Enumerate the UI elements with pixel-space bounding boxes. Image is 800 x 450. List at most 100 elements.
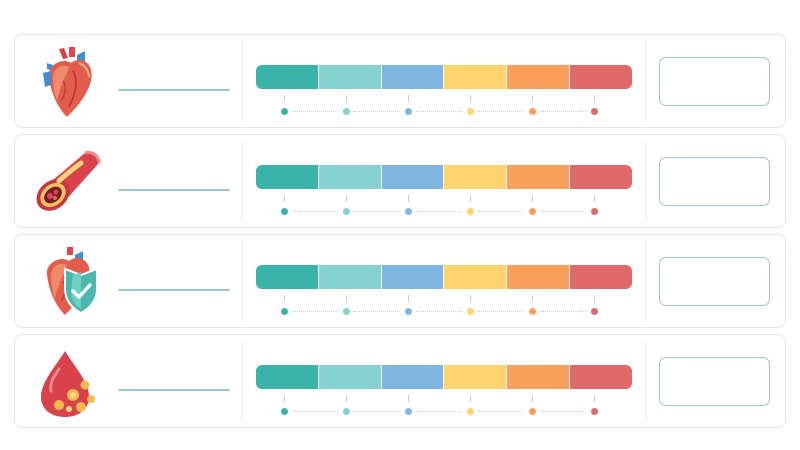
scale-segment-2[interactable] [317,365,381,389]
answer-box[interactable] [659,157,770,206]
column-divider [645,341,646,421]
scale-tick [470,95,472,102]
column-divider [242,241,243,321]
scale-marker-dot-5[interactable] [529,308,537,315]
scale-dotted-connector [478,111,525,112]
risk-scale-markers [256,195,632,219]
scale-marker-dot-2[interactable] [343,208,351,215]
scale-segment-5[interactable] [506,165,570,189]
scale-segment-1[interactable] [256,365,318,389]
scale-marker-dot-1[interactable] [281,308,289,315]
answer-box[interactable] [659,257,770,306]
scale-tick [532,295,534,302]
risk-scale-markers [256,95,632,119]
scale-dotted-connector [292,411,339,412]
scale-dotted-connector [478,211,525,212]
label-blank-line[interactable] [118,89,230,91]
scale-dotted-connector [540,311,587,312]
scale-segment-2[interactable] [317,165,381,189]
column-divider [645,241,646,321]
column-divider [242,41,243,121]
answer-box[interactable] [659,57,770,106]
scale-marker-dot-2[interactable] [343,408,351,415]
scale-tick [408,395,410,402]
heart-shield-icon [29,241,111,323]
label-blank-line[interactable] [118,289,230,291]
scale-segment-6[interactable] [569,265,632,289]
scale-segment-5[interactable] [506,65,570,89]
blood-drop-cholesterol-icon [29,341,111,423]
scale-dotted-connector [540,111,587,112]
scale-marker-dot-4[interactable] [467,308,475,315]
scale-segment-1[interactable] [256,165,318,189]
indicator-row-heart [14,34,786,128]
scale-tick [594,95,596,102]
scale-marker-dot-3[interactable] [405,208,413,215]
scale-marker-dot-4[interactable] [467,408,475,415]
scale-marker-dot-2[interactable] [343,108,351,115]
scale-marker-dot-3[interactable] [405,108,413,115]
scale-marker-dot-6[interactable] [591,208,599,215]
scale-tick [284,295,286,302]
scale-segment-6[interactable] [569,65,632,89]
column-divider [645,141,646,221]
scale-dotted-connector [292,111,339,112]
scale-marker-dot-4[interactable] [467,208,475,215]
scale-segment-5[interactable] [506,265,570,289]
scale-dotted-connector [416,211,463,212]
scale-segment-4[interactable] [443,165,507,189]
scale-marker-dot-5[interactable] [529,408,537,415]
scale-marker-dot-3[interactable] [405,408,413,415]
scale-marker-dot-6[interactable] [591,108,599,115]
label-blank-line[interactable] [118,389,230,391]
scale-segment-2[interactable] [317,265,381,289]
scale-segment-4[interactable] [443,65,507,89]
scale-tick [594,295,596,302]
scale-tick [346,95,348,102]
scale-marker-dot-1[interactable] [281,208,289,215]
scale-tick [284,395,286,402]
scale-marker-dot-5[interactable] [529,208,537,215]
scale-dotted-connector [416,111,463,112]
label-blank-line[interactable] [118,189,230,191]
scale-segment-6[interactable] [569,365,632,389]
indicator-row-heart-protection [14,234,786,328]
scale-tick [470,195,472,202]
risk-scale-bar [256,365,632,389]
scale-segment-1[interactable] [256,65,318,89]
indicator-row-cholesterol [14,334,786,428]
scale-dotted-connector [540,211,587,212]
scale-tick [346,395,348,402]
scale-segment-3[interactable] [380,65,444,89]
scale-segment-3[interactable] [380,165,444,189]
scale-segment-1[interactable] [256,265,318,289]
scale-segment-6[interactable] [569,165,632,189]
scale-segment-3[interactable] [380,365,444,389]
scale-marker-dot-4[interactable] [467,108,475,115]
scale-tick [408,95,410,102]
anatomical-heart-icon [29,41,111,123]
scale-tick [594,395,596,402]
scale-dotted-connector [416,311,463,312]
scale-tick [346,195,348,202]
scale-tick [594,195,596,202]
scale-marker-dot-6[interactable] [591,308,599,315]
scale-marker-dot-3[interactable] [405,308,413,315]
scale-marker-dot-1[interactable] [281,108,289,115]
scale-tick [470,395,472,402]
scale-dotted-connector [354,311,401,312]
answer-box[interactable] [659,357,770,406]
scale-segment-5[interactable] [506,365,570,389]
scale-marker-dot-5[interactable] [529,108,537,115]
scale-segment-2[interactable] [317,65,381,89]
clogged-artery-icon [29,141,111,223]
scale-marker-dot-1[interactable] [281,408,289,415]
scale-segment-4[interactable] [443,365,507,389]
scale-segment-3[interactable] [380,265,444,289]
scale-marker-dot-6[interactable] [591,408,599,415]
scale-segment-4[interactable] [443,265,507,289]
scale-marker-dot-2[interactable] [343,308,351,315]
scale-dotted-connector [354,211,401,212]
scale-dotted-connector [292,311,339,312]
